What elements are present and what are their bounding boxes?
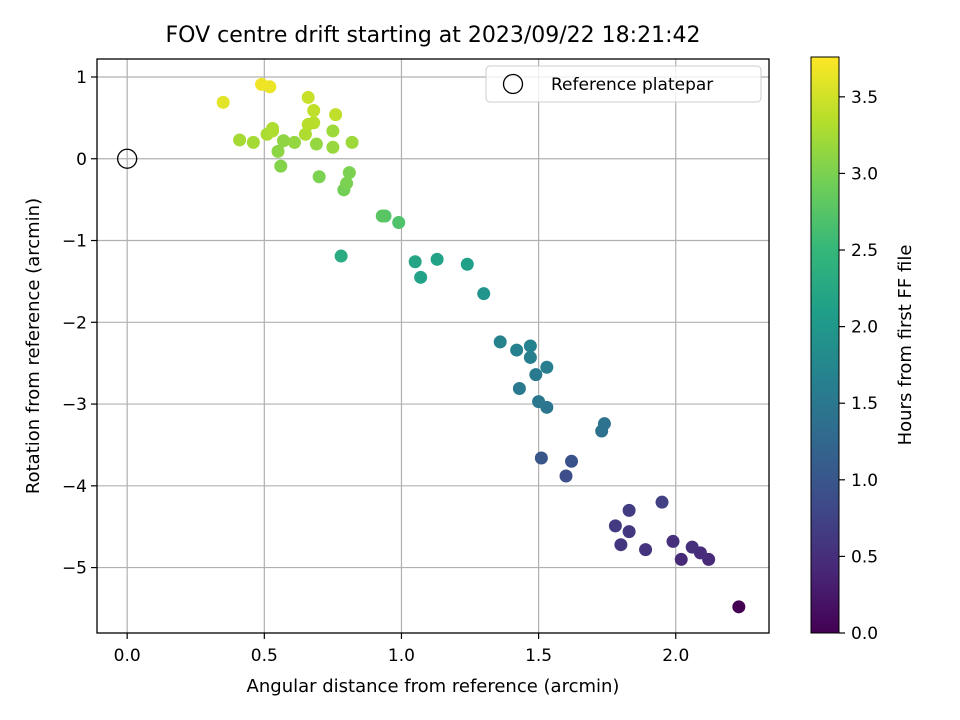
- y-tick-label: −2: [62, 313, 87, 333]
- colorbar: [810, 56, 840, 634]
- legend-reference-marker: [502, 73, 524, 95]
- colorbar-tick-label: 1.5: [851, 394, 878, 414]
- y-tick-label: −5: [62, 559, 87, 579]
- data-point: [246, 135, 260, 149]
- data-point: [732, 600, 746, 614]
- data-point: [309, 137, 323, 151]
- legend-box: [485, 65, 762, 103]
- x-axis-ticks: 0.0 0.5 1.0 1.5 2.0: [114, 633, 689, 666]
- data-point: [559, 469, 573, 483]
- y-tick-label: 0: [76, 150, 87, 170]
- data-point: [287, 135, 301, 149]
- plot-frame: [96, 58, 770, 634]
- chart-title: FOV centre drift starting at 2023/09/22 …: [166, 23, 701, 48]
- data-point: [512, 382, 526, 396]
- reference-platepar-marker: [117, 148, 138, 169]
- colorbar-tick-label: 1.0: [851, 471, 878, 491]
- colorbar-tick-label: 3.5: [851, 88, 878, 108]
- colorbar-tick-label: 3.0: [851, 164, 878, 184]
- y-tick-label: −4: [62, 477, 87, 497]
- data-point: [255, 77, 269, 91]
- data-point: [274, 159, 288, 173]
- data-point: [523, 350, 537, 364]
- x-tick-label: 0.0: [114, 646, 141, 666]
- data-point: [622, 503, 636, 517]
- data-point: [307, 116, 321, 130]
- data-point: [216, 95, 230, 109]
- data-point: [534, 451, 548, 465]
- data-point: [340, 176, 354, 190]
- colorbar-tick-label: 0.5: [851, 547, 878, 567]
- x-axis-label: Angular distance from reference (arcmin): [247, 676, 620, 697]
- data-point: [674, 552, 688, 566]
- colorbar-ticks: 0.0 0.5 1.0 1.5 2.0 2.5 3.0 3.5: [839, 88, 878, 644]
- data-point: [334, 249, 348, 263]
- data-point: [639, 543, 653, 557]
- data-point: [233, 133, 247, 147]
- data-point: [430, 252, 444, 266]
- x-tick-label: 0.5: [251, 646, 278, 666]
- y-tick-label: −3: [62, 395, 87, 415]
- y-tick-label: −1: [62, 232, 87, 252]
- reference-marker-group: [117, 148, 138, 169]
- data-point: [375, 209, 389, 223]
- data-point: [326, 140, 340, 154]
- data-point: [408, 255, 422, 269]
- data-point: [312, 170, 326, 184]
- data-point: [326, 124, 340, 138]
- colorbar-tick-label: 0.0: [851, 624, 878, 644]
- data-point: [271, 144, 285, 158]
- data-point: [523, 339, 537, 353]
- x-tick-label: 2.0: [662, 646, 689, 666]
- data-point: [266, 124, 280, 138]
- colorbar-label: Hours from first FF file: [895, 245, 916, 446]
- data-point: [532, 395, 546, 409]
- data-point: [510, 343, 524, 357]
- data-point: [414, 270, 428, 284]
- data-point: [666, 534, 680, 548]
- data-point: [345, 135, 359, 149]
- y-tick-label: 1: [76, 68, 87, 88]
- x-tick-label: 1.0: [388, 646, 415, 666]
- data-point: [477, 287, 491, 301]
- x-tick-label: 1.5: [525, 646, 552, 666]
- data-point: [307, 104, 321, 118]
- data-point: [493, 335, 507, 349]
- colorbar-tick-label: 2.0: [851, 318, 878, 338]
- legend-entry-label: Reference platepar: [551, 75, 713, 95]
- y-axis-label: Rotation from reference (arcmin): [23, 198, 44, 494]
- data-point: [597, 417, 611, 431]
- data-point: [298, 127, 312, 141]
- data-points: [216, 77, 746, 614]
- data-point: [301, 90, 315, 104]
- data-point: [540, 360, 554, 374]
- grid-lines: [97, 59, 769, 633]
- data-point: [655, 495, 669, 509]
- legend: Reference platepar: [485, 65, 762, 103]
- data-point: [685, 540, 699, 554]
- data-point: [342, 166, 356, 180]
- data-point: [460, 257, 474, 271]
- data-point: [277, 134, 291, 148]
- data-point: [392, 216, 406, 230]
- data-point: [608, 519, 622, 533]
- data-point: [565, 454, 579, 468]
- y-axis-ticks: 1 0 −1 −2 −3 −4 −5: [62, 68, 97, 579]
- data-point: [529, 368, 543, 382]
- data-point: [622, 525, 636, 539]
- data-point: [329, 108, 343, 122]
- data-point: [614, 538, 628, 552]
- colorbar-tick-label: 2.5: [851, 241, 878, 261]
